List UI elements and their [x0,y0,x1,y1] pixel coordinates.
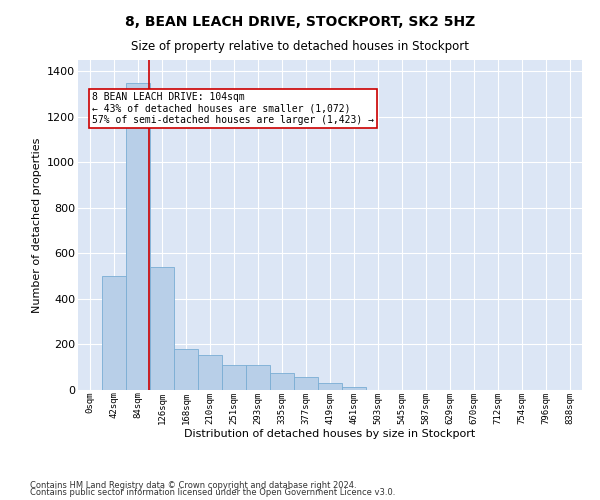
Bar [342,386,366,390]
Text: 8 BEAN LEACH DRIVE: 104sqm
← 43% of detached houses are smaller (1,072)
57% of s: 8 BEAN LEACH DRIVE: 104sqm ← 43% of deta… [92,92,374,125]
Bar [270,373,294,390]
Text: Contains HM Land Registry data © Crown copyright and database right 2024.: Contains HM Land Registry data © Crown c… [30,480,356,490]
Y-axis label: Number of detached properties: Number of detached properties [32,138,41,312]
Bar [294,378,318,390]
Bar [246,365,270,390]
Bar [174,349,198,390]
Bar [150,267,174,390]
Bar [222,365,246,390]
Bar [198,354,222,390]
Bar [126,83,150,390]
Bar [318,383,342,390]
X-axis label: Distribution of detached houses by size in Stockport: Distribution of detached houses by size … [184,429,476,439]
Bar [102,276,126,390]
Text: Size of property relative to detached houses in Stockport: Size of property relative to detached ho… [131,40,469,53]
Text: 8, BEAN LEACH DRIVE, STOCKPORT, SK2 5HZ: 8, BEAN LEACH DRIVE, STOCKPORT, SK2 5HZ [125,15,475,29]
Text: Contains public sector information licensed under the Open Government Licence v3: Contains public sector information licen… [30,488,395,497]
